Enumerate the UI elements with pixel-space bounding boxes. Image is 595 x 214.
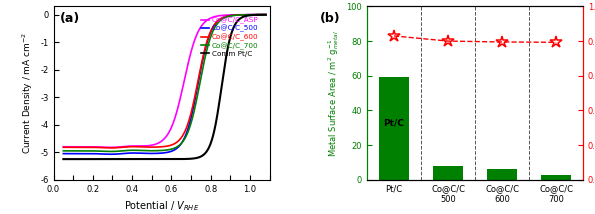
Legend: Co@C/C_ASP, Co@C/C_500, Co@C/C_600, Co@C/C_700, Comm Pt/C: Co@C/C_ASP, Co@C/C_500, Co@C/C_600, Co@C…	[198, 13, 262, 60]
Text: (a): (a)	[60, 12, 80, 25]
Y-axis label: Current Density / mA cm$^{-2}$: Current Density / mA cm$^{-2}$	[20, 32, 35, 154]
Bar	[487, 169, 517, 180]
Bar	[379, 77, 409, 180]
Text: (b): (b)	[320, 12, 340, 25]
Bar	[541, 175, 571, 180]
Text: Pt/C: Pt/C	[384, 119, 405, 128]
Y-axis label: Metal Surface Area / m$^2$ g$^{-1}_{metal}$: Metal Surface Area / m$^2$ g$^{-1}_{meta…	[326, 30, 341, 157]
Bar	[433, 166, 463, 180]
X-axis label: Potential / $V_{RHE}$: Potential / $V_{RHE}$	[124, 199, 199, 213]
